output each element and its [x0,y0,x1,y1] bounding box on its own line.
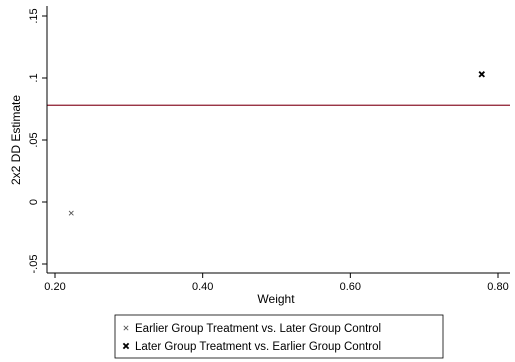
legend-item: Earlier Group Treatment vs. Later Group … [123,323,381,335]
y-tick-label: 0 [28,199,40,205]
y-axis-title: 2x2 DD Estimate [9,95,23,185]
legend-marker [123,325,129,331]
y-axis: -.05 0 .05 .1 .15 [28,6,48,274]
data-point [478,71,485,78]
x-tick-label: 0.60 [340,281,361,293]
legend-label: Later Group Treatment vs. Earlier Group … [135,341,381,353]
data-point [68,210,74,216]
legend-marker [122,342,130,350]
marker-stroke [478,71,485,78]
legend: Earlier Group Treatment vs. Later Group … [114,314,444,359]
x-tick-label: 0.20 [44,281,65,293]
y-tick-label: .15 [28,8,40,23]
x-axis: 0.20 0.40 0.60 0.80 [44,272,510,293]
x-tick-label: 0.40 [192,281,213,293]
marker-stroke [68,210,74,216]
marker-stroke [122,342,130,350]
y-tick-label: .05 [28,132,40,147]
y-tick-label: .1 [28,73,40,82]
legend-box [114,314,444,359]
y-tick-label: -.05 [28,255,40,274]
x-tick-label: 0.80 [487,281,508,293]
marker-stroke [123,325,129,331]
legend-item: Later Group Treatment vs. Earlier Group … [122,341,381,353]
x-axis-title: Weight [257,292,295,306]
plot-area [47,71,510,216]
legend-label: Earlier Group Treatment vs. Later Group … [135,323,381,335]
